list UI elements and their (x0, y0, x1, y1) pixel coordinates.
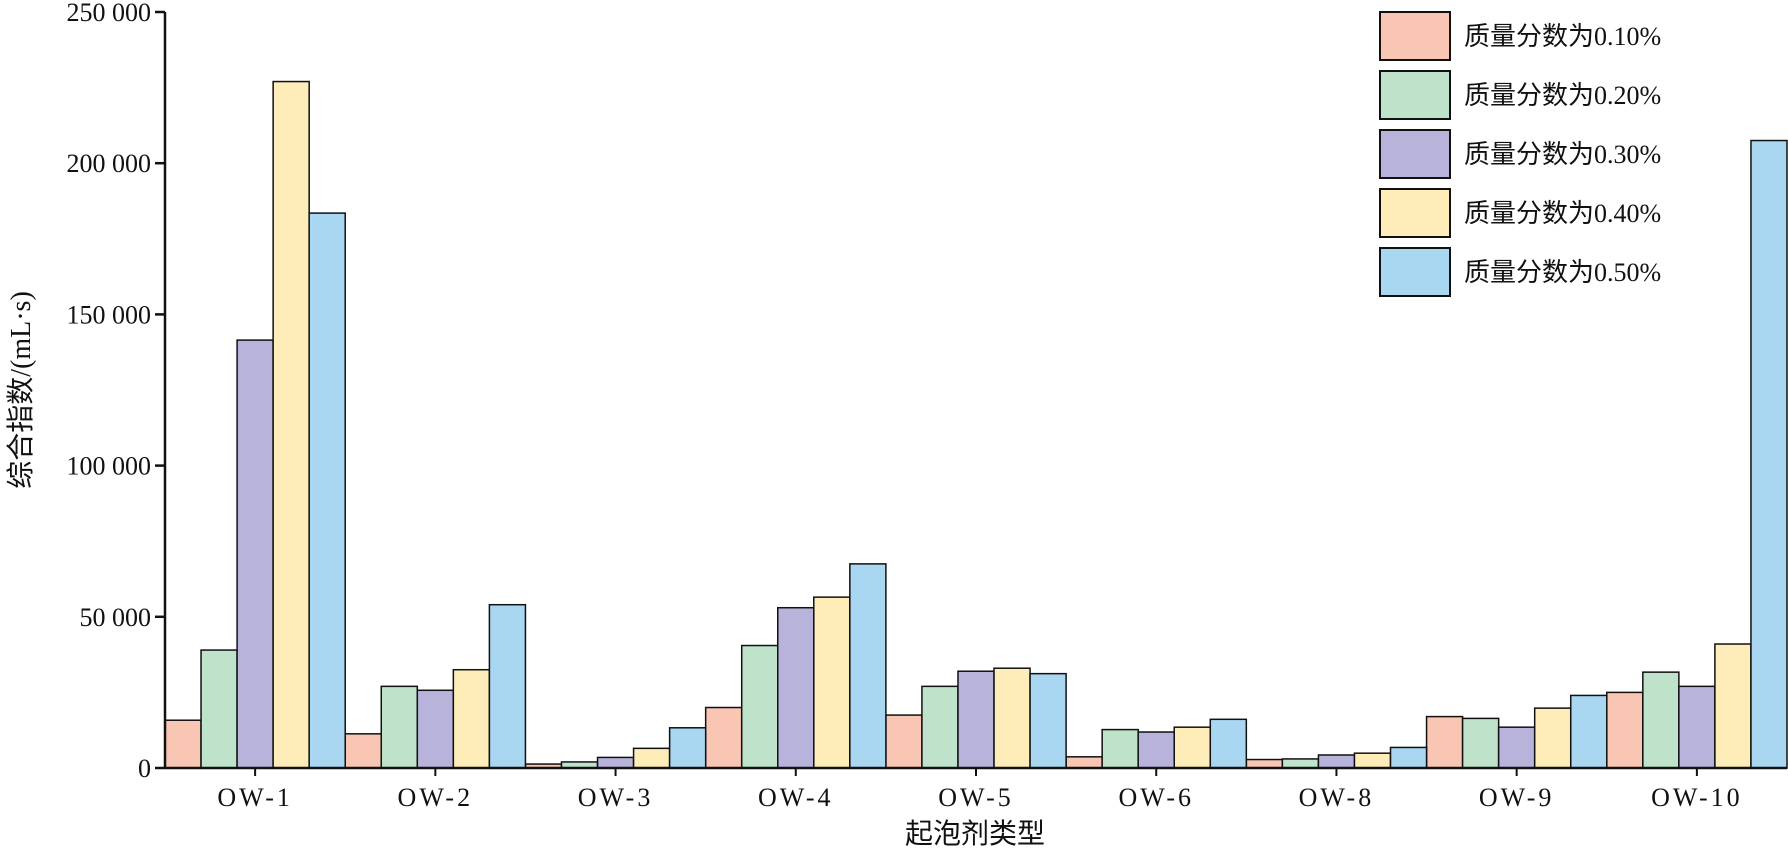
bar (380, 685, 419, 769)
legend-label: 质量分数为0.10% (1464, 22, 1661, 51)
x-tick-label: OW-4 (758, 783, 834, 812)
bar (1065, 756, 1103, 769)
bar (1714, 643, 1752, 769)
bar (1209, 718, 1248, 769)
x-tick-label: OW-1 (217, 783, 293, 812)
bars-layer (164, 80, 1788, 769)
bar (1750, 139, 1788, 769)
x-tick-label: OW-5 (938, 783, 1014, 812)
x-ticks: OW-1 OW-2 OW-3 OW-4 OW-5 OW-6 OW-8 OW-9 OW-10 (217, 768, 1743, 812)
y-axis-title: 综合指数/(mL·s) (5, 291, 37, 489)
bar (668, 727, 707, 769)
bar (1533, 707, 1572, 769)
y-tick-label: 50 000 (80, 603, 152, 632)
legend-label: 质量分数为0.20% (1464, 81, 1661, 110)
y-tick-label: 0 (138, 754, 151, 783)
legend-label: 质量分数为0.40% (1464, 199, 1661, 228)
bar (1642, 671, 1680, 769)
bar (957, 670, 995, 769)
legend-swatch (1379, 70, 1451, 120)
legend-swatch (1379, 247, 1451, 297)
bar (452, 668, 491, 769)
x-tick-label: OW-2 (398, 783, 474, 812)
legend-swatch (1379, 129, 1451, 179)
bar (1461, 717, 1500, 769)
y-tick-label: 100 000 (67, 452, 152, 481)
bar (777, 606, 815, 769)
bar (344, 733, 383, 769)
legend-swatch (1379, 188, 1451, 238)
bar (1029, 672, 1067, 769)
bar (632, 747, 671, 769)
bar (1317, 754, 1356, 769)
bar (1569, 694, 1608, 769)
bar (740, 644, 779, 769)
bar (1281, 758, 1320, 769)
x-tick-label: OW-6 (1118, 783, 1194, 812)
axes-layer (163, 12, 1787, 770)
bar (993, 667, 1031, 769)
legend-label: 质量分数为0.50% (1464, 258, 1661, 287)
bar (488, 603, 527, 769)
x-tick-label: OW-10 (1651, 783, 1743, 812)
bar (164, 719, 202, 769)
bar (1137, 731, 1175, 769)
y-tick-label: 250 000 (67, 0, 152, 27)
bar (1353, 752, 1392, 769)
x-axis-title: 起泡剂类型 (905, 818, 1045, 850)
bar (813, 596, 851, 769)
legend-swatch (1379, 11, 1451, 61)
bar (308, 212, 346, 769)
bar (272, 80, 310, 769)
bar (596, 756, 635, 769)
y-tick-label: 150 000 (67, 300, 152, 329)
x-tick-label: OW-9 (1479, 783, 1555, 812)
bar (1389, 746, 1428, 769)
bar (1173, 726, 1212, 769)
bar (704, 706, 743, 769)
bar (849, 563, 887, 769)
bar (921, 685, 959, 769)
y-ticks: 0 50 000 100 000 150 000 200 000 250 000 (67, 0, 165, 783)
bar (200, 649, 238, 769)
bar (1606, 691, 1644, 769)
y-tick-label: 200 000 (67, 149, 152, 178)
x-tick-label: OW-3 (578, 783, 654, 812)
bar (1245, 758, 1284, 769)
bar (236, 339, 274, 769)
bar (1425, 715, 1464, 769)
bar (885, 714, 923, 769)
bar (1497, 726, 1536, 769)
legend-label: 质量分数为0.30% (1464, 140, 1661, 169)
bar (1101, 728, 1139, 769)
x-tick-label: OW-8 (1299, 783, 1375, 812)
legend: 质量分数为0.10% 质量分数为0.20% 质量分数为0.30% 质量分数为0.40%… (1379, 11, 1661, 297)
bar (1678, 685, 1716, 769)
bar (416, 689, 455, 769)
